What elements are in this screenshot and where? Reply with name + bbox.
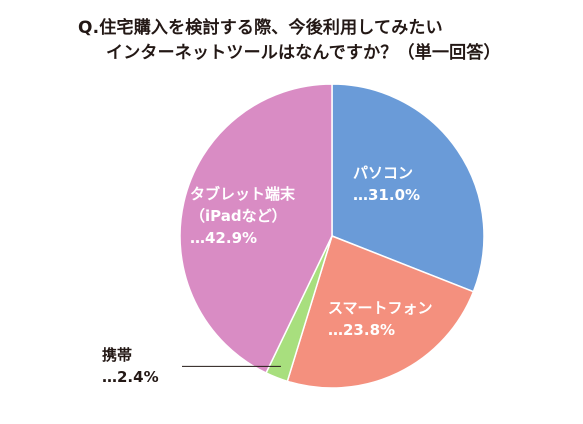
slice-label-line: （iPadなど） [190, 207, 287, 225]
pie-slice [331, 83, 485, 293]
slice-label-line: …23.8% [328, 321, 395, 339]
slice-label-line: スマートフォン [328, 299, 433, 317]
chart-title-line1: Q.住宅購入を検討する際、今後利用してみたい [78, 18, 443, 38]
slice-label-line: パソコン [353, 164, 413, 182]
slice-label-line: タブレット端末 [190, 185, 296, 203]
slice-label-line: 携帯 [102, 346, 132, 364]
pie-slice [286, 235, 475, 389]
chart-title-line2: インターネットツールはなんですか？（単一回答） [106, 43, 501, 63]
slice-label-line: …31.0% [353, 186, 420, 204]
slice-label: 携帯 …2.4% [102, 346, 159, 386]
slice-label: スマートフォン …23.8% [328, 299, 433, 339]
pie-slice [179, 83, 333, 374]
slice-label-line: …2.4% [102, 368, 159, 386]
slice-label: タブレット端末 （iPadなど） …42.9% [190, 185, 296, 247]
chart-title: Q.住宅購入を検討する際、今後利用してみたい インターネットツールはなんですか？… [60, 16, 560, 66]
slice-label: パソコン …31.0% [353, 164, 420, 204]
slice-label-line: …42.9% [190, 229, 257, 247]
